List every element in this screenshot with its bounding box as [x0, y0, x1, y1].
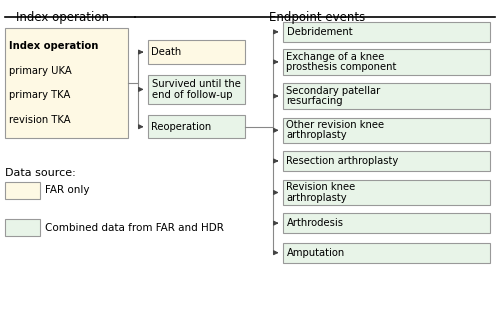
Text: end of follow-up: end of follow-up	[152, 90, 232, 100]
Text: FAR only: FAR only	[45, 185, 90, 196]
Text: Exchange of a knee: Exchange of a knee	[286, 52, 385, 62]
FancyBboxPatch shape	[282, 213, 490, 233]
FancyBboxPatch shape	[148, 75, 245, 104]
Text: Reoperation: Reoperation	[152, 122, 212, 132]
FancyBboxPatch shape	[282, 118, 490, 143]
Text: resurfacing: resurfacing	[286, 96, 343, 106]
Text: arthroplasty: arthroplasty	[286, 130, 347, 140]
FancyBboxPatch shape	[282, 243, 490, 263]
Text: primary TKA: primary TKA	[9, 91, 70, 100]
Text: Amputation: Amputation	[286, 248, 345, 258]
Text: Index operation: Index operation	[16, 11, 109, 24]
FancyBboxPatch shape	[5, 219, 40, 236]
FancyBboxPatch shape	[282, 180, 490, 205]
Text: Revision knee: Revision knee	[286, 183, 356, 193]
Text: Survived until the: Survived until the	[152, 78, 240, 89]
Text: Other revision knee: Other revision knee	[286, 120, 384, 130]
FancyBboxPatch shape	[282, 151, 490, 171]
FancyBboxPatch shape	[282, 22, 490, 42]
FancyBboxPatch shape	[282, 83, 490, 109]
Text: Data source:: Data source:	[5, 168, 76, 178]
Text: Index operation: Index operation	[9, 41, 99, 51]
Text: primary UKA: primary UKA	[9, 66, 72, 76]
FancyBboxPatch shape	[148, 40, 245, 64]
Text: Resection arthroplasty: Resection arthroplasty	[286, 156, 399, 166]
FancyBboxPatch shape	[5, 28, 128, 138]
FancyBboxPatch shape	[282, 49, 490, 75]
Text: revision TKA: revision TKA	[9, 115, 70, 125]
FancyBboxPatch shape	[5, 182, 40, 199]
Text: Endpoint events: Endpoint events	[270, 11, 366, 24]
Text: Debridement: Debridement	[286, 27, 352, 37]
Text: Secondary patellar: Secondary patellar	[286, 86, 381, 96]
Text: Combined data from FAR and HDR: Combined data from FAR and HDR	[45, 223, 224, 233]
Text: prosthesis component: prosthesis component	[286, 62, 397, 72]
Text: arthroplasty: arthroplasty	[286, 193, 347, 202]
FancyBboxPatch shape	[148, 115, 245, 138]
Text: Death: Death	[152, 47, 182, 57]
Text: Arthrodesis: Arthrodesis	[286, 218, 344, 228]
